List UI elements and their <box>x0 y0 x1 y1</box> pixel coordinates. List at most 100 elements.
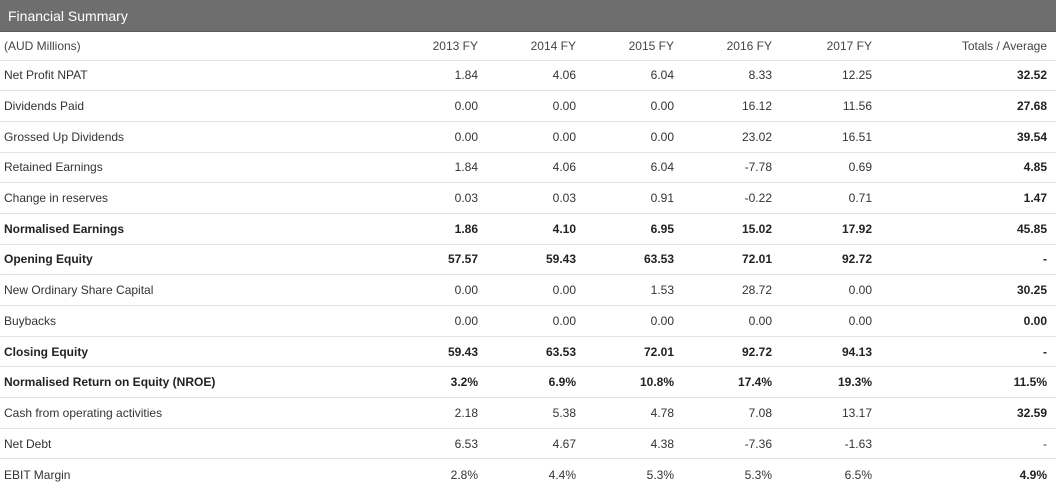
row-value: 0.00 <box>582 90 680 122</box>
row-value: 6.95 <box>582 212 680 245</box>
row-total: 32.59 <box>878 397 1056 429</box>
row-value: 6.53 <box>390 427 484 459</box>
row-value: 63.53 <box>484 335 582 367</box>
row-value: 2.8% <box>390 458 484 490</box>
row-total: - <box>878 243 1056 275</box>
row-value: -0.22 <box>680 182 778 214</box>
row-value: 4.10 <box>484 212 582 245</box>
row-total: 11.5% <box>878 366 1056 398</box>
row-total: 32.52 <box>878 59 1056 91</box>
table-row: Retained Earnings 1.84 4.06 6.04 -7.78 0.69 4.… <box>0 151 1056 183</box>
row-value: 16.12 <box>680 90 778 122</box>
row-value: 0.00 <box>778 274 878 306</box>
table-row: EBIT Margin 2.8% 4.4% 5.3% 5.3% 6.5% 4.9% <box>0 458 1056 490</box>
header-units: (AUD Millions) <box>4 38 81 53</box>
row-value: 0.71 <box>778 182 878 214</box>
row-value: 0.00 <box>680 305 778 337</box>
row-total: 0.00 <box>878 305 1056 337</box>
row-label: Opening Equity <box>0 243 390 275</box>
row-label: Normalised Return on Equity (NROE) <box>0 366 390 398</box>
header-totals: Totals / Average <box>961 38 1047 53</box>
row-value: 59.43 <box>390 335 484 367</box>
row-value: 1.86 <box>390 212 484 245</box>
row-total: 1.47 <box>878 182 1056 214</box>
table-row: Dividends Paid 0.00 0.00 0.00 16.12 11.56 27.6… <box>0 90 1056 122</box>
table-row: Opening Equity 57.57 59.43 63.53 72.01 92.72- <box>0 243 1056 275</box>
row-value: 17.92 <box>778 212 878 245</box>
header-2015: 2015 FY <box>628 38 674 53</box>
row-value: 0.00 <box>484 274 582 306</box>
row-value: 13.17 <box>778 397 878 429</box>
row-label: Buybacks <box>0 305 390 337</box>
row-value: 28.72 <box>680 274 778 306</box>
row-value: 19.3% <box>778 366 878 398</box>
row-value: 0.00 <box>390 305 484 337</box>
table-row: Normalised Earnings 1.86 4.10 6.95 15.02 17.9… <box>0 212 1056 245</box>
row-value: 17.4% <box>680 366 778 398</box>
row-value: 3.2% <box>390 366 484 398</box>
row-value: 23.02 <box>680 120 778 153</box>
table-row: New Ordinary Share Capital 0.00 0.00 1.53 28… <box>0 274 1056 306</box>
row-value: 92.72 <box>680 335 778 367</box>
row-label: Net Debt <box>0 427 390 459</box>
row-label: Change in reserves <box>0 182 390 214</box>
row-label: Net Profit NPAT <box>0 59 390 91</box>
row-value: -1.63 <box>778 427 878 459</box>
row-value: 0.03 <box>484 182 582 214</box>
table-row: Grossed Up Dividends 0.00 0.00 0.00 23.02 16.… <box>0 120 1056 153</box>
header-2013: 2013 FY <box>432 38 478 53</box>
row-label: Normalised Earnings <box>0 212 390 245</box>
row-label: Retained Earnings <box>0 151 390 183</box>
table-row: Cash from operating activities 2.18 5.38 4.… <box>0 397 1056 429</box>
row-label: Cash from operating activities <box>0 397 390 429</box>
row-value: 0.91 <box>582 182 680 214</box>
row-value: 0.00 <box>390 274 484 306</box>
panel-title: Financial Summary <box>0 0 1056 32</box>
row-total: 4.9% <box>878 458 1056 490</box>
row-value: -7.78 <box>680 151 778 183</box>
row-value: -7.36 <box>680 427 778 459</box>
row-value: 0.00 <box>582 305 680 337</box>
row-value: 0.00 <box>484 120 582 153</box>
row-value: 63.53 <box>582 243 680 275</box>
row-value: 59.43 <box>484 243 582 275</box>
row-value: 0.00 <box>390 90 484 122</box>
row-value: 5.3% <box>582 458 680 490</box>
table-row: Net Profit NPAT 1.84 4.06 6.04 8.33 12.25 32.5… <box>0 59 1056 91</box>
row-total: - <box>878 427 1056 459</box>
table-row: Buybacks 0.00 0.00 0.00 0.00 0.00 0.00 <box>0 305 1056 337</box>
row-total: 27.68 <box>878 90 1056 122</box>
row-total: 45.85 <box>878 212 1056 245</box>
row-value: 0.00 <box>582 120 680 153</box>
row-value: 0.03 <box>390 182 484 214</box>
row-value: 7.08 <box>680 397 778 429</box>
row-value: 57.57 <box>390 243 484 275</box>
table-row: Closing Equity 59.43 63.53 72.01 92.72 94.13- <box>0 335 1056 367</box>
row-total: - <box>878 335 1056 367</box>
row-value: 72.01 <box>680 243 778 275</box>
row-value: 10.8% <box>582 366 680 398</box>
row-value: 4.38 <box>582 427 680 459</box>
row-label: EBIT Margin <box>0 458 390 490</box>
row-value: 0.00 <box>778 305 878 337</box>
table-row: Change in reserves 0.03 0.03 0.91 -0.22 0.71 1… <box>0 182 1056 214</box>
row-value: 6.04 <box>582 59 680 91</box>
table-row: Normalised Return on Equity (NROE) 3.2% 6.… <box>0 366 1056 398</box>
row-total: 39.54 <box>878 120 1056 153</box>
row-value: 0.69 <box>778 151 878 183</box>
row-value: 11.56 <box>778 90 878 122</box>
row-value: 15.02 <box>680 212 778 245</box>
row-value: 12.25 <box>778 59 878 91</box>
row-value: 0.00 <box>390 120 484 153</box>
row-value: 6.9% <box>484 366 582 398</box>
table-row: Net Debt 6.53 4.67 4.38 -7.36 -1.63- <box>0 427 1056 459</box>
row-value: 1.53 <box>582 274 680 306</box>
row-value: 1.84 <box>390 151 484 183</box>
financial-summary-table: (AUD Millions) 2013 FY 2014 FY 2015 FY 2… <box>0 32 1056 490</box>
header-2017: 2017 FY <box>826 38 872 53</box>
row-value: 4.78 <box>582 397 680 429</box>
row-label: Grossed Up Dividends <box>0 120 390 153</box>
header-2016: 2016 FY <box>726 38 772 53</box>
row-value: 4.06 <box>484 151 582 183</box>
